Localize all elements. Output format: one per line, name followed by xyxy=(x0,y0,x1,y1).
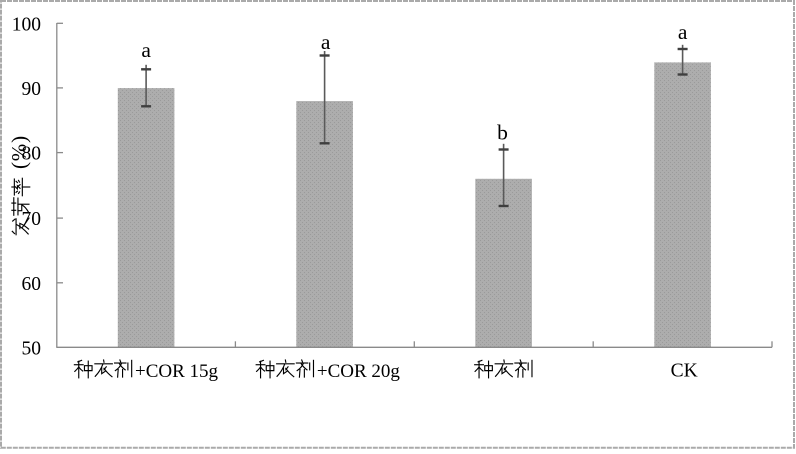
svg-text:70: 70 xyxy=(22,209,42,230)
svg-text:a: a xyxy=(321,30,331,54)
svg-text:b: b xyxy=(497,121,508,145)
svg-text:a: a xyxy=(141,38,151,62)
svg-text:80: 80 xyxy=(22,144,42,165)
svg-text:+COR 15g: +COR 15g xyxy=(135,361,219,382)
svg-text:CK: CK xyxy=(671,361,698,382)
svg-text:(%): (%) xyxy=(7,135,31,169)
svg-text:+COR 20g: +COR 20g xyxy=(317,361,401,382)
svg-text:90: 90 xyxy=(22,79,42,100)
svg-text:60: 60 xyxy=(22,274,42,295)
svg-text:100: 100 xyxy=(12,15,41,36)
svg-text:50: 50 xyxy=(22,338,42,359)
svg-text:a: a xyxy=(678,20,688,44)
